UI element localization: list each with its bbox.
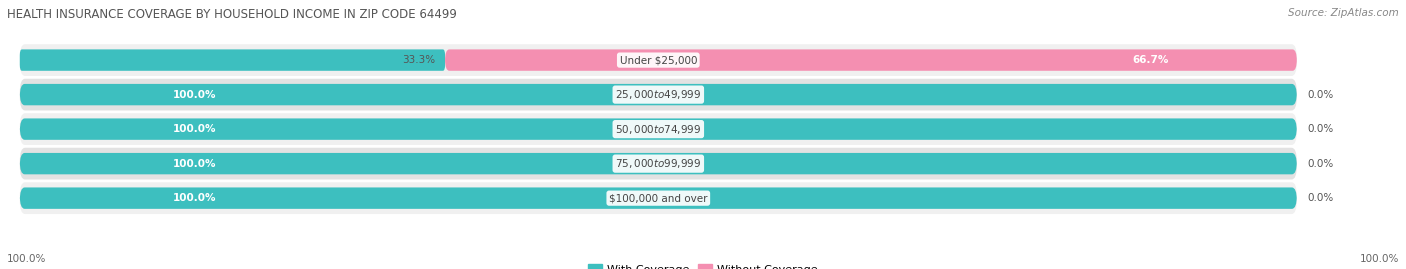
Text: 100.0%: 100.0% [173, 90, 217, 100]
Text: HEALTH INSURANCE COVERAGE BY HOUSEHOLD INCOME IN ZIP CODE 64499: HEALTH INSURANCE COVERAGE BY HOUSEHOLD I… [7, 8, 457, 21]
Text: 0.0%: 0.0% [1308, 193, 1333, 203]
Text: $100,000 and over: $100,000 and over [609, 193, 707, 203]
FancyBboxPatch shape [20, 79, 1296, 111]
Text: 66.7%: 66.7% [1133, 55, 1168, 65]
Text: 33.3%: 33.3% [402, 55, 434, 65]
FancyBboxPatch shape [20, 187, 1296, 209]
Text: 0.0%: 0.0% [1308, 159, 1333, 169]
FancyBboxPatch shape [20, 118, 1296, 140]
FancyBboxPatch shape [446, 49, 1296, 71]
Text: $50,000 to $74,999: $50,000 to $74,999 [616, 123, 702, 136]
Text: 0.0%: 0.0% [1308, 90, 1333, 100]
FancyBboxPatch shape [20, 49, 446, 71]
FancyBboxPatch shape [20, 153, 1296, 174]
Text: 100.0%: 100.0% [173, 124, 217, 134]
Text: 100.0%: 100.0% [1360, 254, 1399, 264]
Text: $25,000 to $49,999: $25,000 to $49,999 [616, 88, 702, 101]
Text: $75,000 to $99,999: $75,000 to $99,999 [616, 157, 702, 170]
Text: 100.0%: 100.0% [173, 159, 217, 169]
Text: 100.0%: 100.0% [173, 193, 217, 203]
Text: 100.0%: 100.0% [7, 254, 46, 264]
FancyBboxPatch shape [20, 44, 1296, 76]
FancyBboxPatch shape [20, 182, 1296, 214]
Text: 0.0%: 0.0% [1308, 124, 1333, 134]
Text: Source: ZipAtlas.com: Source: ZipAtlas.com [1288, 8, 1399, 18]
Legend: With Coverage, Without Coverage: With Coverage, Without Coverage [583, 260, 823, 269]
FancyBboxPatch shape [20, 113, 1296, 145]
FancyBboxPatch shape [20, 84, 1296, 105]
FancyBboxPatch shape [20, 148, 1296, 179]
Text: Under $25,000: Under $25,000 [620, 55, 697, 65]
